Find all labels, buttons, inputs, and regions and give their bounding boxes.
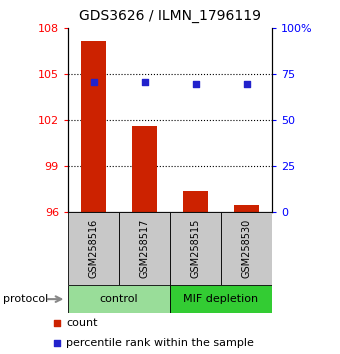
Bar (81, 41, 106, 212)
Bar (170, 285, 272, 313)
Text: count: count (67, 318, 98, 328)
Text: protocol: protocol (3, 294, 49, 304)
Point (91, 79, 96, 85)
Point (54, 320, 59, 326)
Bar (183, 191, 208, 212)
Point (193, 81, 198, 86)
Point (142, 79, 147, 85)
Bar (68, 212, 119, 285)
Bar (234, 205, 259, 212)
Bar (119, 212, 170, 285)
Text: GSM258515: GSM258515 (190, 219, 201, 278)
Text: GDS3626 / ILMN_1796119: GDS3626 / ILMN_1796119 (79, 9, 261, 23)
Text: percentile rank within the sample: percentile rank within the sample (67, 338, 254, 348)
Text: MIF depletion: MIF depletion (184, 294, 258, 304)
Bar (221, 212, 272, 285)
Point (54, 340, 59, 346)
Text: GSM258517: GSM258517 (139, 219, 150, 278)
Point (244, 81, 249, 86)
Bar (170, 212, 221, 285)
Text: GSM258516: GSM258516 (88, 219, 99, 278)
Text: control: control (100, 294, 138, 304)
Text: GSM258530: GSM258530 (241, 219, 252, 278)
Bar (132, 126, 157, 212)
Bar (68, 285, 170, 313)
